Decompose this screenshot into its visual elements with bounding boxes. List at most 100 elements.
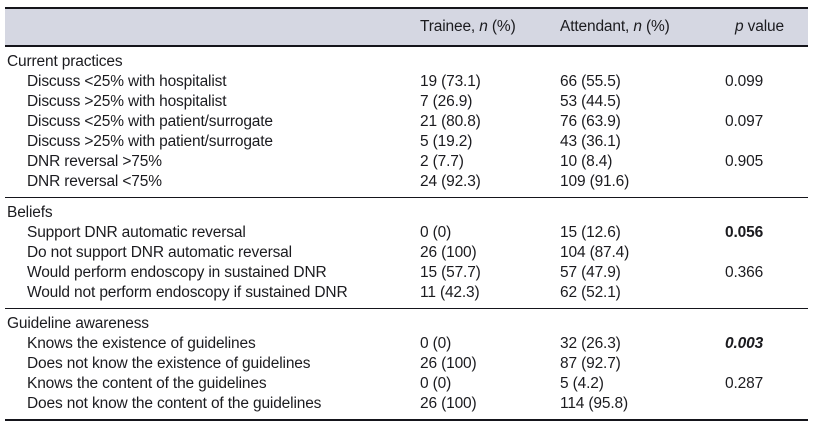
column-header-empty bbox=[5, 7, 420, 47]
p-value: 0.097 bbox=[725, 113, 764, 130]
p-value-cell: 0.099 bbox=[725, 72, 808, 92]
column-header-attendant: Attendant, n (%) bbox=[560, 7, 725, 47]
p-value-cell bbox=[725, 354, 808, 374]
trainee-value: 0 (0) bbox=[420, 224, 452, 241]
section-header-row: Guideline awareness bbox=[5, 308, 808, 334]
table-row: Would perform endoscopy in sustained DNR… bbox=[5, 263, 808, 283]
section-title: Beliefs bbox=[5, 197, 808, 223]
section-header-row: Beliefs bbox=[5, 197, 808, 223]
attendant-value: 104 (87.4) bbox=[560, 244, 630, 261]
table-row: Does not know the content of the guideli… bbox=[5, 394, 808, 421]
trainee-value: 7 (26.9) bbox=[420, 93, 473, 110]
table-row: Discuss <25% with hospitalist 19 (73.1) … bbox=[5, 72, 808, 92]
trainee-value: 24 (92.3) bbox=[420, 173, 481, 190]
n-symbol: n bbox=[479, 18, 488, 35]
row-label: Discuss <25% with hospitalist bbox=[27, 73, 227, 90]
row-label: Do not support DNR automatic reversal bbox=[27, 244, 292, 261]
p-value: 0.905 bbox=[725, 153, 764, 170]
p-value-cell bbox=[725, 132, 808, 152]
p-value: 0.056 bbox=[725, 224, 764, 241]
attendant-value: 87 (92.7) bbox=[560, 355, 621, 372]
row-label: Would perform endoscopy in sustained DNR bbox=[27, 264, 327, 281]
trainee-value: 26 (100) bbox=[420, 355, 477, 372]
p-value-cell bbox=[725, 283, 808, 309]
row-label: Support DNR automatic reversal bbox=[27, 224, 246, 241]
section-title: Current practices bbox=[7, 53, 123, 70]
section-beliefs: Beliefs Support DNR automatic reversal 0… bbox=[5, 197, 808, 309]
trainee-value: 26 (100) bbox=[420, 394, 560, 421]
trainee-value: 26 (100) bbox=[420, 244, 477, 261]
dnr-practices-table: Trainee, n (%) Attendant, n (%) p value … bbox=[5, 7, 808, 421]
p-value-cell bbox=[725, 243, 808, 263]
table-row: Knows the content of the guidelines 0 (0… bbox=[5, 374, 808, 394]
row-label: Would not perform endoscopy if sustained… bbox=[27, 284, 348, 301]
table-row: DNR reversal >75% 2 (7.7) 10 (8.4) 0.905 bbox=[5, 152, 808, 172]
section-guideline-awareness: Guideline awareness Knows the existence … bbox=[5, 308, 808, 421]
trainee-value: 5 (19.2) bbox=[420, 133, 473, 150]
trainee-label: Trainee, bbox=[420, 18, 476, 35]
p-value-cell: 0.003 bbox=[725, 334, 808, 354]
p-value-cell: 0.097 bbox=[725, 112, 808, 132]
attendant-value: 5 (4.2) bbox=[560, 375, 604, 392]
row-label: Discuss >25% with patient/surrogate bbox=[27, 133, 273, 150]
table-row: Discuss >25% with hospitalist 7 (26.9) 5… bbox=[5, 92, 808, 112]
row-label: DNR reversal >75% bbox=[27, 153, 162, 170]
n-symbol: n bbox=[633, 18, 642, 35]
p-value-cell: 0.366 bbox=[725, 263, 808, 283]
pct-suffix: (%) bbox=[491, 18, 516, 35]
trainee-value: 11 (42.3) bbox=[420, 284, 480, 301]
pct-suffix: (%) bbox=[646, 18, 670, 35]
row-label: Discuss <25% with patient/surrogate bbox=[27, 113, 273, 130]
attendant-value: 10 (8.4) bbox=[560, 153, 613, 170]
table-row: DNR reversal <75% 24 (92.3) 109 (91.6) bbox=[5, 172, 808, 198]
attendant-value: 114 (95.8) bbox=[560, 394, 725, 421]
trainee-value: 21 (80.8) bbox=[420, 113, 481, 130]
trainee-value: 19 (73.1) bbox=[420, 73, 481, 90]
row-label: DNR reversal <75% bbox=[27, 173, 162, 190]
row-label: Does not know the existence of guideline… bbox=[27, 355, 311, 372]
p-value-cell: 0.905 bbox=[725, 152, 808, 172]
section-header-row: Current practices bbox=[5, 46, 808, 72]
row-label: Does not know the content of the guideli… bbox=[5, 394, 420, 421]
table-row: Support DNR automatic reversal 0 (0) 15 … bbox=[5, 223, 808, 243]
trainee-value: 2 (7.7) bbox=[420, 153, 464, 170]
table-row: Does not know the existence of guideline… bbox=[5, 354, 808, 374]
attendant-value: 32 (26.3) bbox=[560, 335, 621, 352]
attendant-value: 66 (55.5) bbox=[560, 73, 621, 90]
section-current-practices: Current practices Discuss <25% with hosp… bbox=[5, 46, 808, 198]
row-label: Discuss >25% with hospitalist bbox=[27, 93, 227, 110]
table-row: Discuss >25% with patient/surrogate 5 (1… bbox=[5, 132, 808, 152]
p-value-cell: 0.056 bbox=[725, 223, 808, 243]
table-row: Would not perform endoscopy if sustained… bbox=[5, 283, 808, 309]
column-header-p-value: p value bbox=[725, 7, 808, 47]
table-header-row: Trainee, n (%) Attendant, n (%) p value bbox=[5, 7, 808, 47]
attendant-value: 43 (36.1) bbox=[560, 133, 621, 150]
p-value-label: value bbox=[747, 18, 784, 35]
attendant-value: 62 (52.1) bbox=[560, 284, 621, 301]
table-row: Knows the existence of guidelines 0 (0) … bbox=[5, 334, 808, 354]
column-header-trainee: Trainee, n (%) bbox=[420, 7, 560, 47]
p-value: 0.366 bbox=[725, 264, 764, 281]
trainee-value: 0 (0) bbox=[420, 375, 452, 392]
attendant-value: 76 (63.9) bbox=[560, 113, 621, 130]
p-value-cell bbox=[725, 172, 808, 198]
row-label: Knows the existence of guidelines bbox=[27, 335, 256, 352]
p-value-cell: 0.287 bbox=[725, 374, 808, 394]
attendant-value: 53 (44.5) bbox=[560, 93, 621, 110]
p-value: 0.099 bbox=[725, 73, 764, 90]
attendant-label: Attendant, bbox=[560, 18, 630, 35]
attendant-value: 57 (47.9) bbox=[560, 264, 621, 281]
p-value-cell bbox=[725, 394, 808, 421]
row-label: Knows the content of the guidelines bbox=[27, 375, 267, 392]
table-row: Discuss <25% with patient/surrogate 21 (… bbox=[5, 112, 808, 132]
trainee-value: 15 (57.7) bbox=[420, 264, 481, 281]
trainee-value: 0 (0) bbox=[420, 335, 452, 352]
attendant-value: 109 (91.6) bbox=[560, 173, 630, 190]
attendant-value: 15 (12.6) bbox=[560, 224, 621, 241]
p-value: 0.003 bbox=[725, 335, 764, 352]
table-header: Trainee, n (%) Attendant, n (%) p value bbox=[5, 7, 808, 47]
table-row: Do not support DNR automatic reversal 26… bbox=[5, 243, 808, 263]
section-title: Guideline awareness bbox=[5, 308, 808, 334]
p-value-cell bbox=[725, 92, 808, 112]
